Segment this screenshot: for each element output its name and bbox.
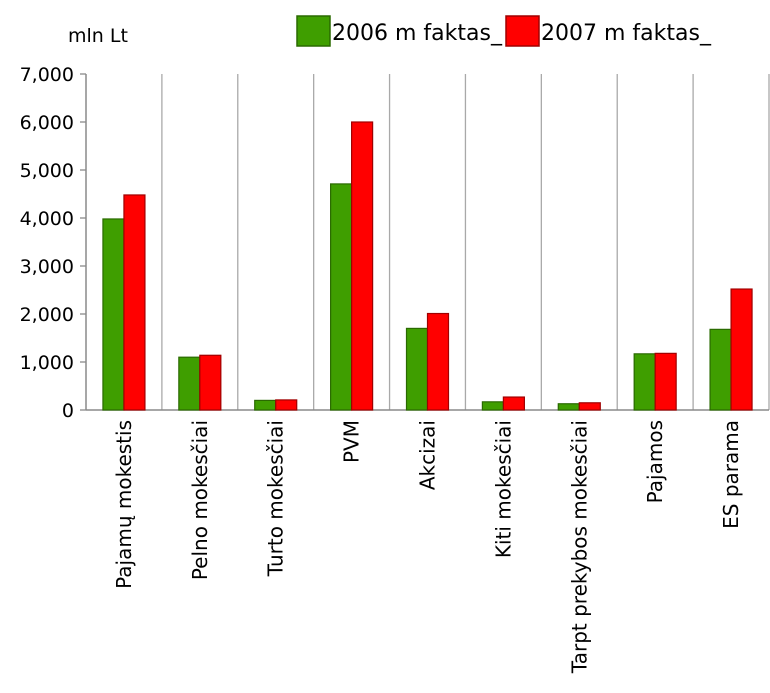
- category-label: Pajamos: [643, 420, 667, 503]
- y-tick-label: 1,000: [20, 352, 74, 374]
- unit-label: mln Lt: [68, 25, 128, 47]
- bar-2007: [351, 121, 374, 411]
- category-label: ES parama: [719, 420, 743, 529]
- category-label: Pelno mokesčiai: [188, 420, 212, 580]
- bar-2007: [275, 399, 298, 411]
- y-tick-label: 5,000: [20, 160, 74, 182]
- y-tick-label: 3,000: [20, 256, 74, 278]
- bars: [102, 121, 753, 411]
- legend-label-2006: 2006 m faktas_: [332, 21, 503, 46]
- bar-2006: [557, 403, 580, 411]
- category-label: Kiti mokesčiai: [491, 420, 515, 558]
- bar-2007: [123, 194, 146, 411]
- bar-2007: [730, 288, 753, 411]
- bar-2007: [578, 402, 601, 411]
- category-label: Turto mokesčiai: [264, 420, 288, 577]
- y-tick-label: 4,000: [20, 208, 74, 230]
- y-tick-label: 2,000: [20, 304, 74, 326]
- category-label: Akcizai: [416, 420, 440, 490]
- bar-2007: [502, 396, 525, 411]
- bar-2007: [654, 352, 677, 411]
- bar-2007: [426, 312, 450, 411]
- bar-2006: [709, 328, 732, 411]
- y-tick-labels: 0 1,000 2,000 3,000 4,000 5,000 6,000 7,000: [20, 64, 86, 422]
- bar-2006: [254, 399, 277, 411]
- bar-2006: [102, 218, 125, 411]
- grid-lines: [161, 74, 770, 410]
- bar-2007: [199, 354, 222, 411]
- bar-2006: [481, 401, 504, 411]
- y-tick-label: 6,000: [20, 112, 74, 134]
- bar-2006: [330, 183, 353, 411]
- category-label: Pajamų mokestis: [112, 420, 136, 589]
- legend-swatch-2007: [505, 15, 540, 47]
- y-tick-label: 0: [62, 400, 74, 422]
- legend: 2006 m faktas_ 2007 m faktas_: [296, 15, 712, 47]
- bar-2006: [405, 327, 429, 411]
- y-tick-label: 7,000: [20, 64, 74, 86]
- bar-2006: [633, 353, 656, 411]
- legend-label-2007: 2007 m faktas_: [541, 21, 712, 46]
- category-label: Tarpt prekybos mokesčiai: [567, 420, 591, 674]
- category-labels: Pajamų mokestis Pelno mokesčiai Turto moke…: [112, 420, 743, 674]
- bar-2006: [178, 356, 201, 411]
- legend-swatch-2006: [296, 15, 331, 47]
- category-label: PVM: [340, 420, 364, 463]
